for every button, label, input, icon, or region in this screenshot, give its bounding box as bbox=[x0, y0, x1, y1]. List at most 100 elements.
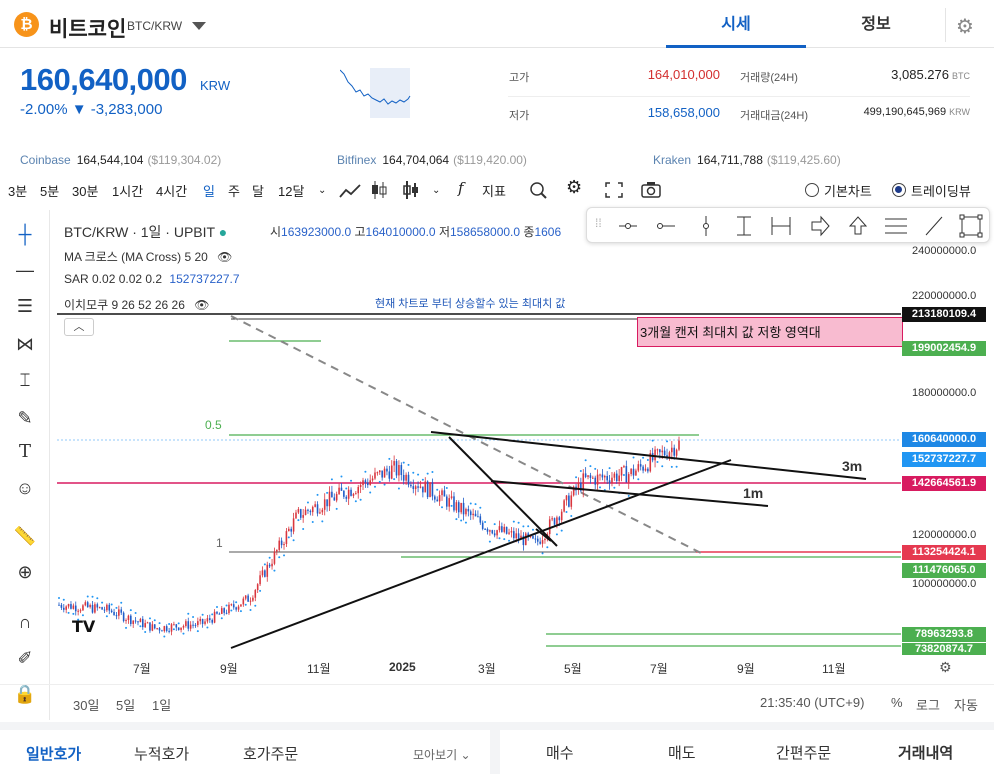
horizontal-line-icon[interactable]: — bbox=[16, 260, 34, 280]
candle-body bbox=[230, 604, 233, 606]
tab-order-by-price[interactable]: 호가주문 bbox=[243, 746, 299, 763]
candle-body bbox=[513, 531, 515, 539]
candle-body bbox=[86, 602, 89, 608]
fib-icon[interactable]: ⌶ bbox=[19, 370, 31, 390]
sar-dot bbox=[541, 552, 544, 555]
sar-dot bbox=[656, 461, 659, 464]
candle-body bbox=[206, 618, 209, 622]
emoji-icon[interactable]: ☺ bbox=[15, 478, 35, 498]
range-30d[interactable]: 30일 bbox=[73, 698, 100, 713]
tab-orderbook[interactable]: 일반호가 bbox=[26, 746, 82, 763]
auto-toggle[interactable]: 자동 bbox=[954, 698, 978, 713]
interval-1d[interactable]: 일 bbox=[203, 184, 215, 199]
sar-dot bbox=[67, 611, 70, 614]
vertical-line-icon[interactable] bbox=[695, 214, 717, 238]
drag-handle-icon[interactable]: ⁞⁞ bbox=[595, 216, 602, 230]
radio-basic-chart[interactable] bbox=[805, 183, 819, 197]
crosshair-icon[interactable]: ┼ bbox=[18, 224, 32, 244]
sar-dot bbox=[637, 478, 640, 481]
zoom-in-icon[interactable]: ⊕ bbox=[17, 562, 33, 582]
candle-body bbox=[563, 500, 565, 512]
tab-buy[interactable]: 매수 bbox=[546, 745, 574, 762]
sar-dot bbox=[148, 617, 151, 620]
price-range-icon[interactable] bbox=[733, 214, 755, 238]
candle-body bbox=[134, 620, 137, 622]
range-5d[interactable]: 5일 bbox=[116, 698, 136, 713]
camera-icon[interactable] bbox=[640, 180, 662, 200]
basic-chart-label[interactable]: 기본차트 bbox=[824, 184, 872, 199]
pattern-icon[interactable]: ⋈ bbox=[16, 334, 34, 354]
interval-1h[interactable]: 1시간 bbox=[112, 184, 144, 199]
axis-time: 2025 bbox=[389, 660, 416, 674]
arrow-right-icon[interactable] bbox=[809, 214, 831, 238]
fib-0.5-label: 0.5 bbox=[205, 418, 222, 432]
tab-info[interactable]: 정보 bbox=[861, 16, 891, 33]
indicator-button[interactable]: 지표 bbox=[482, 184, 506, 199]
lock-icon[interactable]: 🔒 bbox=[13, 684, 37, 704]
interval-1w[interactable]: 주 bbox=[228, 184, 240, 199]
candle-body bbox=[395, 461, 398, 476]
tab-quick-order[interactable]: 간편주문 bbox=[776, 745, 832, 762]
sar-dot bbox=[417, 473, 420, 476]
gear-icon[interactable]: ⚙ bbox=[956, 16, 974, 38]
rectangle-icon[interactable] bbox=[959, 214, 983, 238]
price-chart[interactable] bbox=[51, 211, 994, 684]
magnet-icon[interactable]: ∩ bbox=[18, 612, 32, 632]
group-select[interactable]: 모아보기 ⌄ bbox=[413, 748, 471, 762]
candle-body bbox=[469, 511, 472, 516]
chart-settings-icon[interactable]: ⚙ bbox=[939, 659, 952, 675]
interval-1mo[interactable]: 달 bbox=[252, 184, 264, 199]
gear-icon[interactable]: ⚙ bbox=[566, 177, 583, 197]
radio-tradingview[interactable] bbox=[892, 183, 906, 197]
coin-name[interactable]: 비트코인 bbox=[49, 18, 127, 41]
ray-icon[interactable] bbox=[617, 216, 639, 236]
sar-dot bbox=[302, 527, 305, 530]
range-1d[interactable]: 1일 bbox=[152, 698, 172, 713]
chevron-down-icon[interactable]: ⌄ bbox=[318, 185, 327, 196]
trend-line-icon[interactable] bbox=[923, 214, 945, 238]
interval-3m[interactable]: 3분 bbox=[8, 184, 28, 199]
log-toggle[interactable]: 로그 bbox=[916, 698, 940, 713]
resistance-zone-box[interactable]: 3개월 캔저 최대치 값 저항 영역대 bbox=[637, 317, 903, 347]
percent-toggle[interactable]: % bbox=[891, 695, 903, 710]
draw-lock-icon[interactable]: ✐ bbox=[17, 648, 33, 668]
candle-body bbox=[67, 604, 70, 607]
date-range-icon[interactable] bbox=[769, 214, 793, 238]
extended-line-icon[interactable] bbox=[655, 216, 677, 236]
chevron-down-icon[interactable]: ⌄ bbox=[432, 185, 441, 196]
sar-dot bbox=[62, 598, 65, 601]
bar-chart-icon[interactable] bbox=[402, 179, 420, 201]
candle-body bbox=[477, 516, 479, 518]
candle-body bbox=[374, 472, 376, 479]
ruler-icon[interactable]: 📏 bbox=[13, 526, 37, 546]
sar-dot bbox=[527, 525, 530, 528]
interval-30m[interactable]: 30분 bbox=[72, 184, 99, 199]
tab-trade-history[interactable]: 거래내역 bbox=[898, 745, 954, 762]
sar-dot bbox=[330, 478, 333, 481]
sar-dot bbox=[168, 623, 171, 626]
tradingview-label[interactable]: 트레이딩뷰 bbox=[911, 184, 971, 199]
current-price: 160,640,000 bbox=[20, 62, 187, 97]
interval-5m[interactable]: 5분 bbox=[40, 184, 60, 199]
tab-sell[interactable]: 매도 bbox=[668, 745, 696, 762]
collapse-legend-button[interactable]: ︿ bbox=[64, 318, 94, 336]
arrow-up-icon[interactable] bbox=[847, 214, 869, 238]
brush-icon[interactable]: ✎ bbox=[17, 408, 33, 428]
tab-cumulative[interactable]: 누적호가 bbox=[134, 746, 190, 763]
candlestick-icon[interactable] bbox=[370, 179, 388, 201]
channel-icon[interactable]: ☰ bbox=[16, 296, 34, 316]
candle-body bbox=[113, 611, 115, 616]
search-zoom-icon[interactable] bbox=[528, 180, 548, 200]
chevron-down-icon[interactable] bbox=[192, 22, 206, 30]
sar-dot bbox=[201, 613, 204, 616]
fx-icon[interactable]: f bbox=[458, 179, 464, 197]
line-chart-icon[interactable] bbox=[338, 182, 362, 200]
interval-12mo[interactable]: 12달 bbox=[278, 184, 305, 199]
candle-body bbox=[213, 611, 216, 623]
interval-4h[interactable]: 4시간 bbox=[156, 184, 188, 199]
text-tool-icon[interactable]: T bbox=[18, 441, 31, 462]
candle-body bbox=[98, 607, 101, 609]
fullscreen-icon[interactable] bbox=[604, 181, 624, 199]
lines-icon[interactable] bbox=[883, 214, 909, 238]
tab-price[interactable]: 시세 bbox=[666, 0, 806, 48]
